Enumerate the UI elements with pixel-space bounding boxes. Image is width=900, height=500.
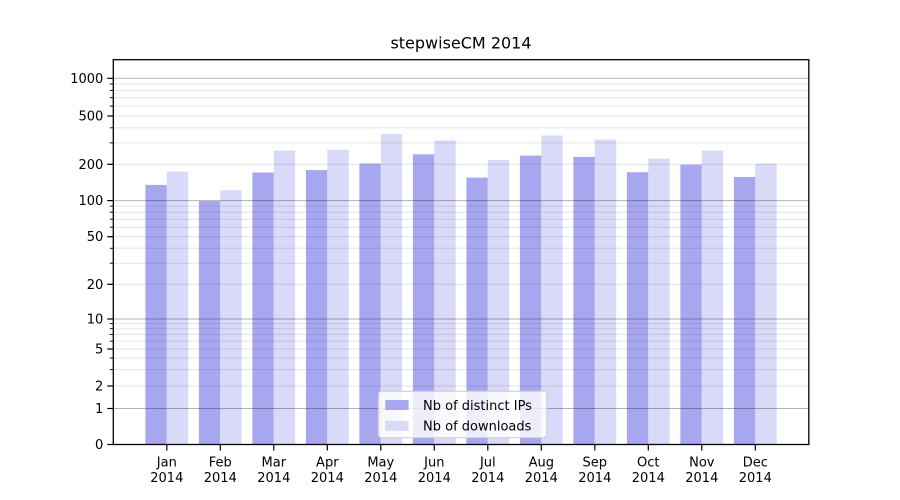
y-tick-label: 10 bbox=[87, 313, 104, 328]
x-tick-label-year: 2014 bbox=[632, 471, 665, 486]
bar-ips-apr bbox=[305, 170, 328, 445]
y-tick-label: 1000 bbox=[70, 72, 103, 87]
x-tick-label-year: 2014 bbox=[150, 471, 183, 486]
x-tick-label-year: 2014 bbox=[418, 471, 451, 486]
x-tick-label-month: Aug bbox=[529, 456, 554, 471]
y-tick-label: 5 bbox=[95, 343, 103, 358]
bar-ips-jul bbox=[466, 177, 488, 445]
grid-layer bbox=[113, 77, 809, 409]
legend-swatch-distinct-ips bbox=[385, 400, 409, 410]
x-tick-label-year: 2014 bbox=[525, 471, 558, 486]
legend-swatch-downloads bbox=[385, 420, 409, 431]
y-tick-label: 1 bbox=[95, 402, 103, 417]
y-tick-label: 2 bbox=[95, 380, 103, 395]
y-tick-label: 0 bbox=[95, 438, 103, 453]
y-tick-label: 200 bbox=[78, 158, 103, 173]
y-tick-label: 20 bbox=[87, 278, 104, 293]
bar-downloads-apr bbox=[327, 149, 349, 445]
x-tick-label-year: 2014 bbox=[204, 471, 237, 486]
x-tick-label-year: 2014 bbox=[685, 471, 718, 486]
x-tick-label-month: May bbox=[367, 456, 394, 471]
x-tick-label-year: 2014 bbox=[311, 471, 344, 486]
bar-downloads-dec bbox=[755, 163, 777, 445]
bar-ips-dec bbox=[733, 177, 756, 445]
bar-ips-jun bbox=[412, 154, 435, 445]
bar-ips-may bbox=[359, 163, 381, 445]
bar-downloads-jan bbox=[166, 171, 189, 445]
x-tick-label-month: Nov bbox=[689, 456, 715, 471]
x-tick-label-year: 2014 bbox=[364, 471, 397, 486]
y-tick-label: 500 bbox=[78, 110, 103, 125]
x-tick-label-month: Apr bbox=[316, 456, 339, 471]
axis-ticks-layer bbox=[107, 77, 756, 451]
bar-downloads-aug bbox=[541, 135, 563, 445]
x-tick-label-year: 2014 bbox=[578, 471, 611, 486]
axes-spines bbox=[112, 59, 810, 446]
legend-label-distinct-ips: Nb of distinct IPs bbox=[423, 399, 532, 414]
bar-downloads-mar bbox=[273, 150, 296, 445]
y-tick-label: 50 bbox=[87, 230, 104, 245]
bar-ips-sep bbox=[573, 156, 595, 445]
legend-box bbox=[377, 390, 548, 439]
bar-ips-jan bbox=[145, 184, 167, 445]
x-tick-label-month: Feb bbox=[209, 456, 232, 471]
bar-ips-feb bbox=[198, 201, 221, 445]
bar-downloads-jul bbox=[487, 160, 510, 445]
x-tick-label-year: 2014 bbox=[739, 471, 772, 486]
x-tick-label-month: Jan bbox=[156, 456, 177, 471]
bar-ips-mar bbox=[252, 172, 274, 445]
x-tick-label-month: Dec bbox=[743, 456, 768, 471]
chart-title: stepwiseCM 2014 bbox=[390, 34, 531, 53]
bar-ips-oct bbox=[626, 172, 649, 445]
y-tick-label: 100 bbox=[78, 194, 103, 209]
legend-label-downloads: Nb of downloads bbox=[423, 420, 532, 435]
bar-downloads-jun bbox=[434, 140, 456, 445]
legend: Nb of distinct IPs Nb of downloads bbox=[377, 390, 548, 439]
x-tick-label-year: 2014 bbox=[257, 471, 290, 486]
axis-labels-layer: 01251020501002005001000Jan2014Feb2014Mar… bbox=[70, 72, 772, 486]
x-tick-label-month: Jul bbox=[479, 456, 496, 471]
bar-downloads-sep bbox=[594, 139, 617, 445]
bars-layer bbox=[145, 134, 777, 445]
bar-downloads-nov bbox=[701, 150, 724, 445]
bar-ips-nov bbox=[680, 164, 702, 445]
bar-downloads-may bbox=[380, 134, 403, 445]
x-tick-label-month: Mar bbox=[262, 456, 287, 471]
bar-downloads-feb bbox=[220, 190, 242, 445]
x-tick-label-month: Jun bbox=[423, 456, 444, 471]
x-tick-label-month: Sep bbox=[583, 456, 608, 471]
bar-downloads-oct bbox=[648, 158, 670, 445]
x-tick-label-year: 2014 bbox=[471, 471, 504, 486]
bar-ips-aug bbox=[519, 155, 542, 445]
x-tick-label-month: Oct bbox=[637, 456, 659, 471]
